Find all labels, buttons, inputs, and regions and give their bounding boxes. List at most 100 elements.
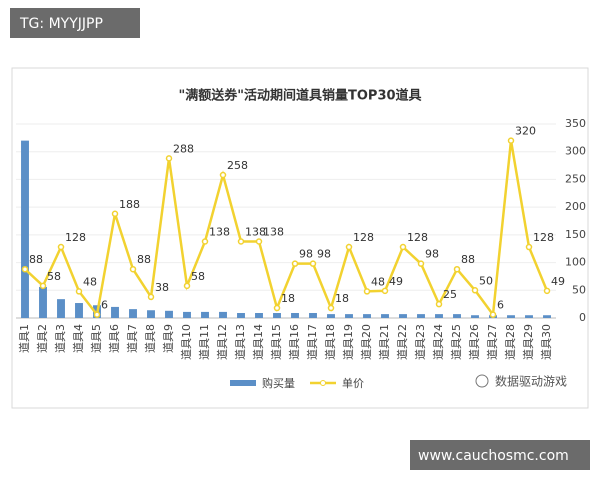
- line-point: [507, 137, 515, 144]
- bar: [453, 314, 461, 318]
- bar: [399, 314, 407, 318]
- data-label: 6: [497, 299, 504, 312]
- bar: [525, 315, 533, 318]
- bar: [507, 315, 515, 318]
- data-label: 188: [119, 198, 140, 211]
- x-tick-label: 道具25: [449, 324, 463, 360]
- data-label: 258: [227, 159, 248, 172]
- x-tick-label: 道具22: [395, 324, 409, 360]
- data-label: 49: [389, 275, 403, 288]
- tag-text: TG: MYYJJPP: [19, 16, 103, 32]
- bar: [345, 314, 353, 318]
- y2-tick-label: 0: [579, 311, 586, 324]
- logo-icon: [475, 374, 489, 388]
- data-label: 88: [137, 253, 151, 266]
- line-point: [93, 311, 101, 318]
- line-point: [291, 260, 299, 267]
- x-tick-label: 道具1: [17, 324, 31, 353]
- bar: [363, 314, 371, 318]
- x-tick-label: 道具23: [413, 324, 427, 360]
- data-label: 48: [83, 275, 97, 288]
- data-label: 128: [65, 231, 86, 244]
- data-label: 288: [173, 142, 194, 155]
- y2-tick-label: 100: [565, 256, 586, 269]
- y2-tick-label: 300: [565, 145, 586, 158]
- data-label: 25: [443, 288, 457, 301]
- bar: [471, 315, 479, 318]
- line-point: [489, 311, 497, 318]
- tag-box: [10, 8, 140, 38]
- x-tick-label: 道具11: [197, 324, 211, 360]
- line-point: [219, 171, 227, 179]
- bar: [57, 299, 65, 318]
- line-point: [453, 265, 461, 273]
- line-point: [273, 304, 281, 312]
- line-point: [129, 265, 137, 273]
- line-point: [255, 238, 263, 245]
- bar: [21, 140, 29, 318]
- x-tick-label: 道具10: [179, 324, 193, 360]
- y2-tick-label: 250: [565, 172, 586, 185]
- data-label: 98: [299, 248, 313, 261]
- y2-tick-label: 150: [565, 228, 586, 241]
- chart-frame: [11, 67, 589, 409]
- y2-tick-label: 200: [565, 200, 586, 213]
- bar: [543, 315, 551, 318]
- bar: [435, 314, 443, 318]
- x-tick-label: 道具13: [233, 324, 247, 360]
- x-tick-label: 道具29: [521, 324, 535, 360]
- line-point: [327, 304, 335, 312]
- bar: [75, 303, 83, 318]
- x-tick-label: 道具16: [287, 324, 301, 360]
- line-point: [147, 293, 155, 301]
- x-tick-label: 道具3: [53, 324, 67, 353]
- x-tick-label: 道具19: [341, 324, 355, 360]
- x-tick-label: 道具2: [35, 324, 49, 353]
- data-label: 6: [101, 299, 108, 312]
- x-tick-label: 道具20: [359, 324, 373, 360]
- line-point: [237, 238, 245, 245]
- data-label: 88: [29, 253, 43, 266]
- line-point: [183, 282, 191, 290]
- data-label: 138: [209, 226, 230, 239]
- line-point: [363, 288, 371, 295]
- bar: [237, 313, 245, 318]
- chart-title: "满额送券"活动期间道具销量TOP30道具: [178, 88, 421, 104]
- data-label: 18: [335, 292, 349, 305]
- bar: [381, 314, 389, 318]
- x-tick-label: 道具5: [89, 324, 103, 353]
- x-tick-label: 道具6: [107, 324, 121, 353]
- data-label: 98: [317, 248, 331, 261]
- y2-tick-label: 50: [572, 283, 586, 296]
- line-point: [381, 287, 389, 295]
- bar: [219, 311, 227, 318]
- x-tick-label: 道具8: [143, 324, 157, 353]
- legend-swatch: [230, 380, 256, 386]
- data-label: 138: [245, 226, 266, 239]
- line-point: [309, 260, 317, 267]
- legend-label: 单价: [342, 377, 364, 390]
- data-label: 58: [47, 270, 61, 283]
- data-label: 58: [191, 270, 205, 283]
- line-point: [543, 287, 551, 295]
- bar: [39, 286, 47, 318]
- line-point: [525, 243, 533, 251]
- data-label: 98: [425, 248, 439, 261]
- site-box: [410, 440, 590, 470]
- line-point: [75, 288, 83, 295]
- bar: [309, 313, 317, 318]
- data-label: 128: [407, 231, 428, 244]
- x-tick-label: 道具9: [161, 324, 175, 353]
- line-point: [417, 260, 425, 267]
- bar: [111, 306, 119, 318]
- x-tick-label: 道具14: [251, 324, 265, 360]
- line-point: [201, 238, 209, 245]
- x-tick-label: 道具15: [269, 324, 283, 360]
- data-label: 18: [281, 292, 295, 305]
- data-label: 49: [551, 275, 565, 288]
- bar: [183, 311, 191, 318]
- bar: [129, 309, 137, 318]
- line-point: [435, 300, 443, 308]
- site-text: www.cauchosmc.com: [418, 448, 569, 464]
